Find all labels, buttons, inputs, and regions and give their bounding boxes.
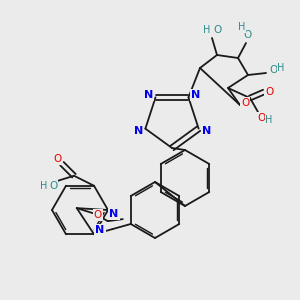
Text: O: O [213, 25, 221, 35]
Text: O: O [265, 87, 273, 97]
Text: H: H [238, 22, 246, 32]
Text: O: O [53, 154, 61, 164]
Text: O: O [241, 98, 249, 108]
Text: O: O [49, 181, 57, 191]
Text: O: O [244, 30, 252, 40]
Text: N: N [110, 209, 118, 219]
Text: O: O [269, 65, 277, 75]
Text: H: H [40, 181, 48, 191]
Text: N: N [202, 126, 211, 136]
Text: O: O [94, 210, 102, 220]
Text: N: N [144, 90, 153, 100]
Text: N: N [191, 90, 200, 100]
Text: H: H [277, 63, 285, 73]
Text: O: O [257, 113, 265, 123]
Text: H: H [203, 25, 211, 35]
Text: N: N [95, 225, 105, 235]
Text: N: N [134, 126, 143, 136]
Text: H: H [265, 115, 273, 125]
